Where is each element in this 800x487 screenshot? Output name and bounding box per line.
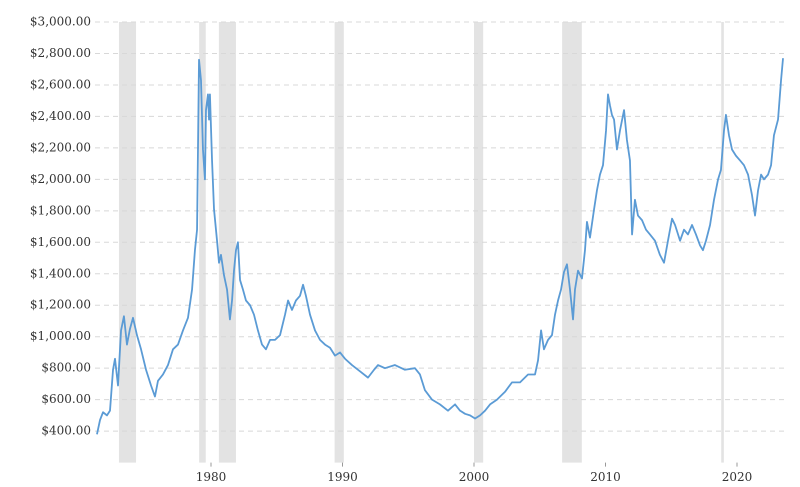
y-tick-label: $1,800.00 — [30, 203, 91, 217]
x-tick-label: 1990 — [327, 470, 358, 484]
x-tick-label: 2000 — [459, 470, 490, 484]
x-tick-label: 2010 — [590, 470, 621, 484]
y-tick-label: $1,400.00 — [30, 266, 91, 280]
recession-band — [218, 22, 236, 463]
y-tick-label: $400.00 — [41, 424, 91, 438]
y-tick-label: $2,800.00 — [30, 46, 91, 60]
recession-band — [118, 22, 137, 463]
y-tick-label: $600.00 — [41, 392, 91, 406]
y-tick-label: $2,400.00 — [30, 109, 91, 123]
recession-band — [562, 22, 582, 463]
y-tick-label: $1,200.00 — [30, 298, 91, 312]
recession-band — [721, 22, 724, 463]
y-tick-label: $800.00 — [41, 361, 91, 375]
y-tick-label: $2,200.00 — [30, 140, 91, 154]
y-tick-label: $1,600.00 — [30, 235, 91, 249]
y-tick-label: $2,600.00 — [30, 77, 91, 91]
recession-band — [199, 22, 206, 463]
x-tick-label: 1980 — [196, 470, 227, 484]
y-tick-label: $1,000.00 — [30, 329, 91, 343]
y-tick-label: $2,000.00 — [30, 172, 91, 186]
y-tick-label: $3,000.00 — [30, 15, 91, 29]
price-line — [96, 58, 784, 435]
x-tick-label: 2020 — [722, 470, 753, 484]
recession-band — [473, 22, 484, 463]
